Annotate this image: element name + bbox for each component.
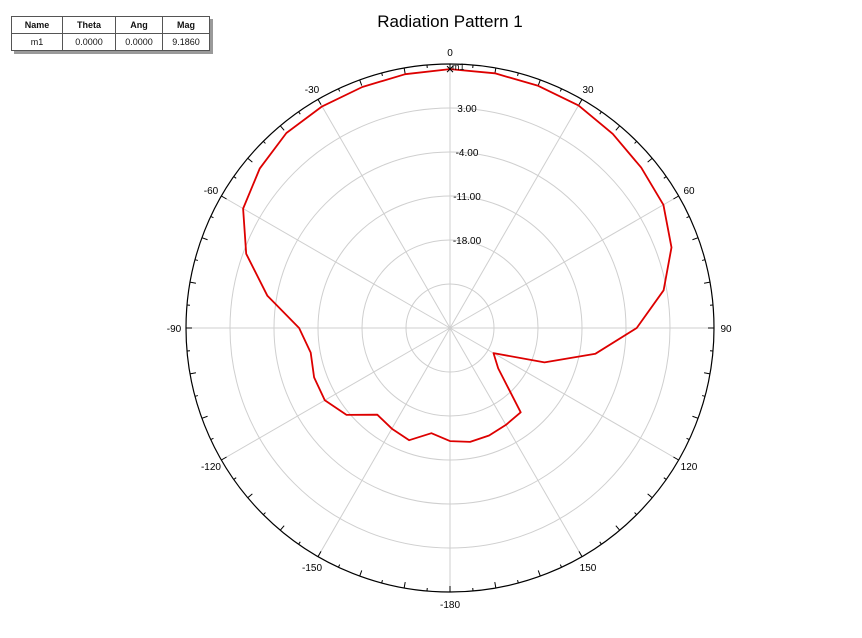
angle-tick [298, 111, 301, 115]
angle-tick [189, 372, 197, 375]
grid-spoke [449, 327, 583, 557]
table-row: m1 0.0000 0.0000 9.1860 [11, 33, 210, 51]
angle-tick [537, 79, 541, 86]
angle-tick [537, 570, 541, 577]
grid-spoke [317, 327, 451, 557]
angle-tick [599, 541, 602, 545]
angle-tick [189, 281, 197, 284]
radial-label: -18.00 [453, 236, 482, 247]
marker-table: Name Theta Ang Mag m1 0.0000 0.0000 9.18… [11, 16, 210, 51]
radial-label: -11.00 [453, 192, 481, 203]
angle-tick [233, 477, 237, 480]
grid-spoke [449, 327, 679, 461]
angle-tick [703, 372, 711, 375]
angle-tick [221, 195, 227, 200]
angle-tick [194, 259, 199, 261]
marker-point [446, 65, 454, 73]
angle-tick [692, 237, 699, 241]
angle-tick [578, 99, 583, 105]
radial-label: -4.00 [456, 148, 479, 159]
angle-tick [559, 88, 563, 92]
angle-tick [703, 281, 711, 284]
angle-tick [517, 579, 519, 584]
angle-tick [517, 72, 519, 77]
grid-spoke [317, 99, 451, 329]
angle-tick [262, 512, 266, 516]
angle-label: 0 [447, 48, 453, 59]
angle-label: 150 [580, 563, 597, 574]
angle-label: 90 [720, 324, 732, 335]
angle-tick [359, 570, 363, 577]
cell-marker-name: m1 [11, 33, 63, 51]
angle-tick [247, 493, 253, 499]
grid-spoke [221, 327, 451, 461]
pattern-trace [242, 68, 673, 443]
angle-tick [578, 551, 583, 557]
angle-tick [279, 525, 285, 531]
radial-label: 3.00 [457, 104, 477, 115]
marker-table-header-row: Name Theta Ang Mag [11, 16, 210, 34]
angle-tick [615, 125, 621, 131]
angle-tick [615, 525, 621, 531]
angle-tick [634, 140, 638, 144]
angle-tick [210, 437, 214, 441]
angle-tick [686, 437, 690, 441]
angle-label: 30 [582, 85, 594, 96]
angle-label: -90 [167, 324, 182, 335]
angle-label: -150 [302, 563, 322, 574]
angle-tick [403, 67, 406, 75]
angle-tick [210, 215, 214, 219]
angle-tick [673, 456, 679, 461]
angle-label: -120 [201, 462, 221, 473]
angle-tick [559, 564, 563, 568]
angle-tick [647, 157, 653, 163]
angle-tick [663, 176, 667, 179]
angle-label: -30 [305, 85, 320, 96]
angle-tick [692, 415, 699, 419]
angle-tick [359, 79, 363, 86]
angle-tick [317, 551, 322, 557]
angle-tick [494, 581, 497, 589]
angle-tick [599, 111, 602, 115]
angle-tick [279, 125, 285, 131]
marker-label: m1 [452, 62, 465, 72]
angle-tick [634, 512, 638, 516]
angle-tick [298, 541, 301, 545]
angle-tick [647, 493, 653, 499]
angle-label: -60 [204, 186, 219, 197]
angle-tick [247, 157, 253, 163]
angle-tick [701, 259, 706, 261]
angle-tick [663, 477, 667, 480]
angle-tick [221, 456, 227, 461]
angle-label: 120 [681, 462, 698, 473]
grid-spoke [449, 99, 583, 329]
angle-tick [317, 99, 322, 105]
angle-tick [201, 237, 208, 241]
angle-tick [701, 395, 706, 397]
grid-spoke [449, 195, 679, 329]
angle-label: -180 [440, 600, 460, 611]
angle-tick [337, 564, 341, 568]
angle-tick [233, 176, 237, 179]
angle-tick [673, 195, 679, 200]
angle-tick [337, 88, 341, 92]
angle-label: 60 [683, 186, 695, 197]
angle-tick [686, 215, 690, 219]
cell-mag: 9.1860 [162, 33, 210, 51]
angle-tick [381, 72, 383, 77]
angle-tick [381, 579, 383, 584]
angle-tick [262, 140, 266, 144]
angle-tick [403, 581, 406, 589]
angle-tick [201, 415, 208, 419]
chart-title: Radiation Pattern 1 [377, 12, 523, 31]
angle-tick [194, 395, 199, 397]
grid-spoke [221, 195, 451, 329]
